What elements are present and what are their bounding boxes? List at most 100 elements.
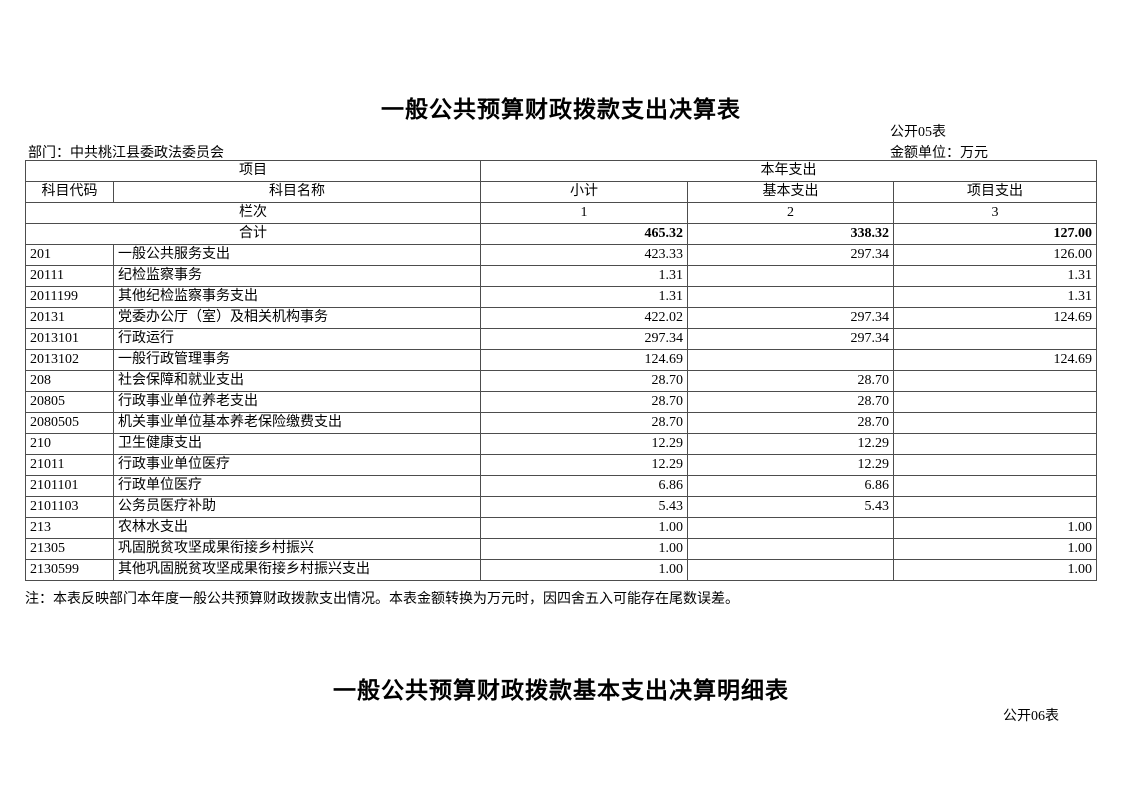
cell-project bbox=[892, 370, 1098, 392]
cell-basic: 28.70 bbox=[687, 391, 894, 413]
cell-code: 2130599 bbox=[25, 559, 114, 581]
cell-code: 2013101 bbox=[25, 328, 114, 350]
cell-project: 1.31 bbox=[892, 286, 1098, 308]
header-row-indices: 栏次 1 2 3 bbox=[25, 202, 1098, 224]
cell-project bbox=[892, 454, 1098, 476]
table1-sheet-label: 公开05表 bbox=[890, 125, 946, 140]
cell-name: 农林水支出 bbox=[113, 517, 481, 539]
header-year-expense-group: 本年支出 bbox=[479, 160, 1098, 182]
cell-basic: 12.29 bbox=[687, 433, 894, 455]
cell-subtotal: 1.31 bbox=[480, 286, 688, 308]
cell-basic: 297.34 bbox=[687, 307, 894, 329]
total-basic: 338.32 bbox=[687, 223, 894, 245]
cell-project bbox=[892, 412, 1098, 434]
table-row: 2011199 其他纪检监察事务支出 1.31 1.31 bbox=[25, 286, 1098, 308]
cell-subtotal: 422.02 bbox=[480, 307, 688, 329]
cell-project: 124.69 bbox=[892, 307, 1098, 329]
cell-name: 纪检监察事务 bbox=[113, 265, 481, 287]
header-item-group: 项目 bbox=[25, 160, 481, 182]
cell-basic: 28.70 bbox=[687, 412, 894, 434]
cell-name: 行政事业单位医疗 bbox=[113, 454, 481, 476]
column-index-label: 栏次 bbox=[25, 202, 481, 224]
cell-code: 2101103 bbox=[25, 496, 114, 518]
cell-subtotal: 124.69 bbox=[480, 349, 688, 371]
column-index-2: 2 bbox=[687, 202, 894, 224]
cell-name: 巩固脱贫攻坚成果衔接乡村振兴 bbox=[113, 538, 481, 560]
cell-basic: 28.70 bbox=[687, 370, 894, 392]
cell-code: 21305 bbox=[25, 538, 114, 560]
cell-code: 208 bbox=[25, 370, 114, 392]
table-row: 2080505 机关事业单位基本养老保险缴费支出 28.70 28.70 bbox=[25, 412, 1098, 434]
table1-title: 一般公共预算财政拨款支出决算表 bbox=[381, 96, 741, 122]
cell-name: 机关事业单位基本养老保险缴费支出 bbox=[113, 412, 481, 434]
cell-code: 201 bbox=[25, 244, 114, 266]
cell-name: 一般行政管理事务 bbox=[113, 349, 481, 371]
column-index-1: 1 bbox=[480, 202, 688, 224]
table-row: 21305 巩固脱贫攻坚成果衔接乡村振兴 1.00 1.00 bbox=[25, 538, 1098, 560]
cell-basic: 297.34 bbox=[687, 244, 894, 266]
cell-name: 行政运行 bbox=[113, 328, 481, 350]
cell-code: 2011199 bbox=[25, 286, 114, 308]
total-project: 127.00 bbox=[892, 223, 1098, 245]
cell-project bbox=[892, 496, 1098, 518]
column-index-3: 3 bbox=[892, 202, 1098, 224]
header-project: 项目支出 bbox=[892, 181, 1098, 203]
cell-subtotal: 6.86 bbox=[480, 475, 688, 497]
table-row: 2101103 公务员医疗补助 5.43 5.43 bbox=[25, 496, 1098, 518]
cell-basic: 5.43 bbox=[687, 496, 894, 518]
table-row: 21011 行政事业单位医疗 12.29 12.29 bbox=[25, 454, 1098, 476]
cell-project bbox=[892, 475, 1098, 497]
cell-subtotal: 12.29 bbox=[480, 454, 688, 476]
cell-subtotal: 28.70 bbox=[480, 370, 688, 392]
cell-name: 行政单位医疗 bbox=[113, 475, 481, 497]
header-row-groups: 项目 本年支出 bbox=[25, 160, 1098, 182]
cell-subtotal: 12.29 bbox=[480, 433, 688, 455]
cell-subtotal: 28.70 bbox=[480, 391, 688, 413]
cell-code: 213 bbox=[25, 517, 114, 539]
cell-subtotal: 1.00 bbox=[480, 538, 688, 560]
cell-subtotal: 28.70 bbox=[480, 412, 688, 434]
cell-subtotal: 1.31 bbox=[480, 265, 688, 287]
cell-subtotal: 297.34 bbox=[480, 328, 688, 350]
cell-basic bbox=[687, 517, 894, 539]
cell-basic bbox=[687, 349, 894, 371]
total-subtotal: 465.32 bbox=[480, 223, 688, 245]
table1-note: 注：本表反映部门本年度一般公共预算财政拨款支出情况。本表金额转换为万元时，因四舍… bbox=[25, 592, 739, 607]
cell-name: 卫生健康支出 bbox=[113, 433, 481, 455]
table-row: 213 农林水支出 1.00 1.00 bbox=[25, 517, 1098, 539]
cell-code: 210 bbox=[25, 433, 114, 455]
header-subtotal: 小计 bbox=[480, 181, 688, 203]
cell-project: 1.00 bbox=[892, 538, 1098, 560]
table-row: 210 卫生健康支出 12.29 12.29 bbox=[25, 433, 1098, 455]
cell-subtotal: 1.00 bbox=[480, 517, 688, 539]
cell-project: 124.69 bbox=[892, 349, 1098, 371]
cell-name: 行政事业单位养老支出 bbox=[113, 391, 481, 413]
cell-subtotal: 423.33 bbox=[480, 244, 688, 266]
table-row: 20111 纪检监察事务 1.31 1.31 bbox=[25, 265, 1098, 287]
cell-basic: 6.86 bbox=[687, 475, 894, 497]
cell-name: 党委办公厅（室）及相关机构事务 bbox=[113, 307, 481, 329]
table-row: 20131 党委办公厅（室）及相关机构事务 422.02 297.34 124.69 bbox=[25, 307, 1098, 329]
cell-basic bbox=[687, 538, 894, 560]
cell-project: 126.00 bbox=[892, 244, 1098, 266]
cell-code: 20111 bbox=[25, 265, 114, 287]
table2-title: 一般公共预算财政拨款基本支出决算明细表 bbox=[333, 677, 789, 703]
cell-name: 一般公共服务支出 bbox=[113, 244, 481, 266]
table-row: 20805 行政事业单位养老支出 28.70 28.70 bbox=[25, 391, 1098, 413]
expenditure-table: 项目 本年支出 科目代码 科目名称 小计 基本支出 项目支出 栏次 1 2 3 … bbox=[25, 160, 1098, 581]
table-row: 2013101 行政运行 297.34 297.34 bbox=[25, 328, 1098, 350]
cell-code: 21011 bbox=[25, 454, 114, 476]
cell-code: 2013102 bbox=[25, 349, 114, 371]
table2-sheet-label: 公开06表 bbox=[1003, 709, 1059, 724]
cell-code: 2080505 bbox=[25, 412, 114, 434]
cell-name: 其他纪检监察事务支出 bbox=[113, 286, 481, 308]
cell-project: 1.00 bbox=[892, 559, 1098, 581]
cell-code: 20131 bbox=[25, 307, 114, 329]
cell-code: 20805 bbox=[25, 391, 114, 413]
cell-basic bbox=[687, 286, 894, 308]
table-row: 208 社会保障和就业支出 28.70 28.70 bbox=[25, 370, 1098, 392]
cell-project bbox=[892, 391, 1098, 413]
table-row: 2101101 行政单位医疗 6.86 6.86 bbox=[25, 475, 1098, 497]
table-row: 2130599 其他巩固脱贫攻坚成果衔接乡村振兴支出 1.00 1.00 bbox=[25, 559, 1098, 581]
